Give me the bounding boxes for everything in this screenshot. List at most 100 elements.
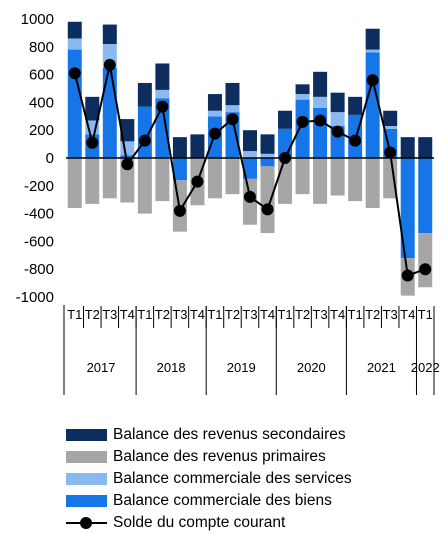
- y-tick-label: 1000: [21, 11, 54, 28]
- bar-segment: [243, 158, 257, 179]
- quarter-label: T2: [85, 307, 100, 322]
- bar-segment: [85, 158, 100, 204]
- current-account-point: [156, 100, 169, 113]
- legend-label: Balance des revenus primaires: [113, 448, 326, 465]
- bar-segment: [155, 89, 170, 99]
- year-label: 2017: [87, 360, 116, 375]
- current-account-point: [331, 125, 344, 138]
- quarter-label: T3: [172, 307, 187, 322]
- bar-segment: [120, 141, 135, 156]
- y-tick-label: -1000: [16, 289, 54, 306]
- y-tick-label: 800: [29, 39, 54, 56]
- bar-segment: [67, 158, 82, 209]
- bar-segment: [418, 158, 433, 234]
- bar-segment: [313, 96, 328, 108]
- current-account-point: [244, 190, 256, 203]
- quarter-label: T3: [313, 307, 328, 322]
- legend-line-marker: [66, 517, 107, 529]
- legend-item-goods: Balance commerciale des biens: [66, 490, 352, 512]
- year-label: 2022: [411, 360, 440, 375]
- quarter-label: T1: [67, 307, 82, 322]
- bar-segment: [190, 134, 205, 158]
- quarter-label: T3: [242, 307, 257, 322]
- bar-segment: [85, 96, 100, 121]
- x-axis: T1 T2 T3 T4 T1 T2 T3 T4 T1 T2 T3 T4 T1 T2 T3 T4 T1 T2 T3 T4…: [63, 305, 440, 395]
- current-account-point: [121, 158, 134, 171]
- y-tick-label: 200: [29, 122, 54, 139]
- bar-segment: [330, 112, 345, 127]
- bar-segment: [313, 158, 328, 204]
- current-account-point: [103, 58, 116, 71]
- bar-segment: [418, 137, 433, 158]
- current-account-point: [226, 113, 239, 126]
- bar-segment: [260, 153, 275, 158]
- bar-segment: [207, 94, 222, 111]
- bar-segment: [120, 155, 135, 158]
- current-account-point: [419, 263, 432, 276]
- legend-label: Balance des revenus secondaires: [113, 426, 346, 443]
- legend-item-services: Balance commerciale des services: [66, 468, 352, 490]
- legend-label: Solde du compte courant: [113, 514, 286, 531]
- current-account-point: [279, 152, 292, 164]
- legend-item-primary-income: Balance des revenus primaires: [66, 446, 352, 468]
- bar-segment: [348, 96, 363, 115]
- bar-segment: [102, 24, 117, 45]
- bar-segment: [102, 158, 117, 199]
- quarter-label: T2: [365, 307, 380, 322]
- legend-item-secondary-income: Balance des revenus secondaires: [66, 424, 352, 446]
- bar-segment: [383, 158, 398, 199]
- current-account-point: [401, 269, 414, 282]
- y-axis: -1000 -800 -600 -400 -200 0 200 400 600 800 1000: [16, 11, 54, 306]
- bar-segment: [67, 38, 82, 50]
- legend-item-current-account: Solde du compte courant: [66, 512, 352, 534]
- year-label: 2018: [157, 360, 186, 375]
- current-account-point: [366, 74, 379, 87]
- bar-segment: [67, 49, 82, 158]
- bar-segment: [330, 158, 345, 196]
- legend-swatch: [66, 473, 107, 485]
- quarter-label: T1: [418, 307, 433, 322]
- bar-segment: [225, 158, 240, 195]
- bar-segment: [67, 21, 82, 39]
- y-tick-label: 400: [29, 94, 54, 111]
- bar-segment: [295, 158, 310, 195]
- bar-segment: [278, 110, 293, 129]
- bar-segment: [365, 52, 380, 158]
- bar-segment: [365, 28, 380, 50]
- bar-segment: [295, 84, 310, 95]
- quarter-label: T4: [330, 307, 345, 322]
- y-tick-label: -600: [24, 233, 54, 250]
- legend-swatch: [66, 429, 107, 441]
- quarter-label: T4: [190, 307, 205, 322]
- bar-segment: [155, 63, 170, 90]
- bar-segment: [365, 158, 380, 209]
- year-label: 2019: [227, 360, 256, 375]
- bar-segment: [313, 71, 328, 97]
- quarter-label: T4: [260, 307, 275, 322]
- bar-segment: [243, 130, 257, 152]
- bar-segment: [330, 92, 345, 113]
- y-tick-label: 600: [29, 67, 54, 84]
- bar-segment: [400, 158, 415, 259]
- legend-label: Balance commerciale des biens: [113, 492, 332, 509]
- year-label: 2021: [367, 360, 396, 375]
- quarter-label: T4: [400, 307, 415, 322]
- y-tick-label: 0: [46, 150, 54, 167]
- bar-segment: [155, 158, 170, 202]
- y-tick-label: -200: [24, 178, 54, 195]
- current-account-point: [314, 114, 327, 127]
- legend-swatch: [66, 495, 107, 507]
- quarter-label: T4: [120, 307, 135, 322]
- current-account-point: [296, 115, 309, 128]
- current-account-point: [384, 146, 397, 159]
- current-account-point: [68, 67, 81, 80]
- bar-segment: [137, 82, 152, 107]
- legend: Balance des revenus secondaires Balance …: [66, 424, 352, 534]
- bar-segment: [418, 233, 433, 288]
- bar-segment: [295, 94, 310, 100]
- bar-segment: [207, 158, 222, 199]
- quarter-label: T3: [383, 307, 398, 322]
- quarter-label: T2: [295, 307, 310, 322]
- bar-segment: [207, 110, 222, 117]
- quarter-label: T1: [277, 307, 292, 322]
